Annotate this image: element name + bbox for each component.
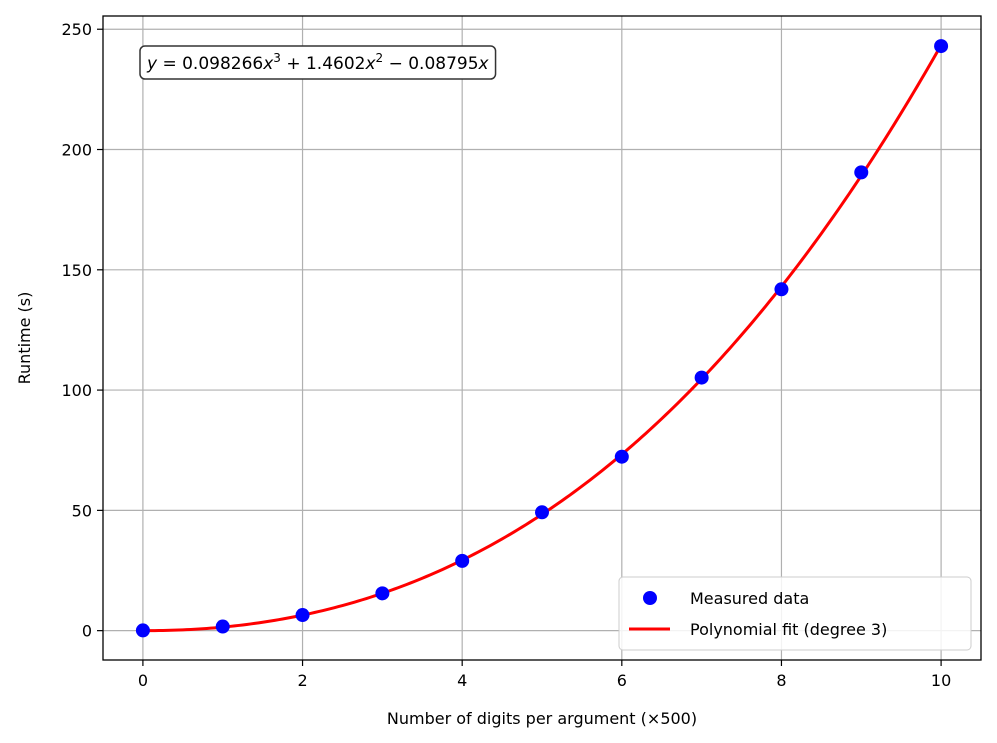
- equation-part-1: = 0.098266: [157, 54, 263, 74]
- data-point-5: [535, 505, 549, 520]
- y-axis-label: Runtime (s): [15, 292, 34, 385]
- fit-line: [142, 44, 943, 633]
- x-tick-label-1: 2: [297, 671, 307, 690]
- legend-label-measured: Measured data: [690, 589, 809, 608]
- y-tick-label-3: 150: [61, 261, 92, 280]
- equation-part-5: x: [364, 54, 376, 74]
- x-tick-label-0: 0: [138, 671, 148, 690]
- y-tick-label-4: 200: [61, 141, 92, 160]
- y-tick-label-0: 0: [82, 622, 92, 641]
- grid: [103, 16, 981, 660]
- data-point-9: [854, 165, 869, 180]
- data-point-4: [455, 553, 470, 568]
- equation-part-8: x: [478, 54, 490, 74]
- y-tick-label-5: 250: [61, 20, 92, 39]
- legend-marker-measured: [643, 591, 657, 605]
- data-point-3: [375, 586, 390, 601]
- data-point-1: [215, 619, 230, 634]
- data-point-8: [774, 282, 789, 297]
- data-point-6: [614, 449, 629, 464]
- scatter-points: [135, 39, 949, 638]
- data-point-2: [295, 608, 310, 623]
- x-tick-label-2: 4: [457, 671, 467, 690]
- y-tick-label-1: 50: [72, 501, 92, 520]
- legend-label-fit: Polynomial fit (degree 3): [690, 620, 887, 639]
- equation-part-0: y: [146, 54, 158, 74]
- data-point-0: [135, 623, 150, 638]
- x-tick-label-4: 8: [776, 671, 786, 690]
- equation-annotation: y = 0.098266x3 + 1.4602x2 − 0.08795x: [139, 45, 497, 80]
- equation-text: y = 0.098266x3 + 1.4602x2 − 0.08795x: [146, 51, 490, 74]
- equation-part-6: 2: [376, 51, 384, 65]
- equation-part-7: − 0.08795: [383, 54, 478, 74]
- data-point-7: [694, 370, 709, 385]
- plot-frame: [102, 15, 982, 661]
- fit-layer: [142, 44, 943, 633]
- equation-box: [139, 45, 497, 80]
- legend: Measured data Polynomial fit (degree 3): [618, 576, 972, 651]
- equation-part-2: x: [262, 54, 274, 74]
- x-tick-label-3: 6: [617, 671, 627, 690]
- data-point-10: [934, 39, 949, 54]
- y-tick-label-2: 100: [61, 381, 92, 400]
- x-axis-label: Number of digits per argument (×500): [387, 709, 697, 728]
- equation-part-4: + 1.4602: [281, 54, 366, 74]
- x-tick-label-5: 10: [931, 671, 951, 690]
- equation-part-3: 3: [273, 51, 281, 65]
- legend-box: [618, 576, 972, 651]
